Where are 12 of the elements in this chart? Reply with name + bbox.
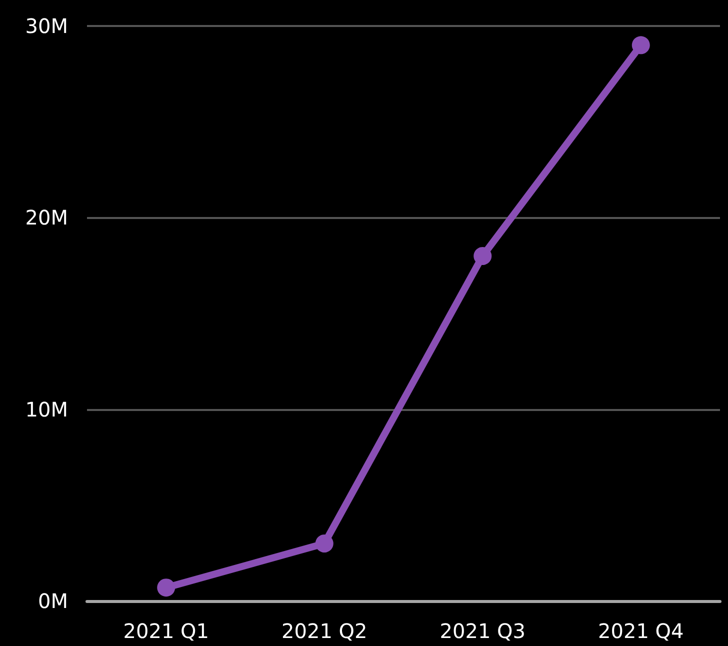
point [315, 534, 334, 552]
x-tick-label: 2021 Q4 [598, 619, 684, 643]
y-tick-label: 20M [25, 206, 68, 230]
y-tick-label: 0M [38, 589, 68, 613]
y-tick-label: 10M [25, 397, 68, 422]
point [632, 36, 650, 54]
x-tick-label: 2021 Q2 [282, 619, 368, 643]
x-tick-label: 2021 Q3 [440, 619, 526, 643]
x-tick-label: 2021 Q1 [123, 619, 209, 643]
point [157, 578, 176, 597]
point [474, 247, 492, 265]
y-tick-label: 30M [25, 14, 68, 38]
